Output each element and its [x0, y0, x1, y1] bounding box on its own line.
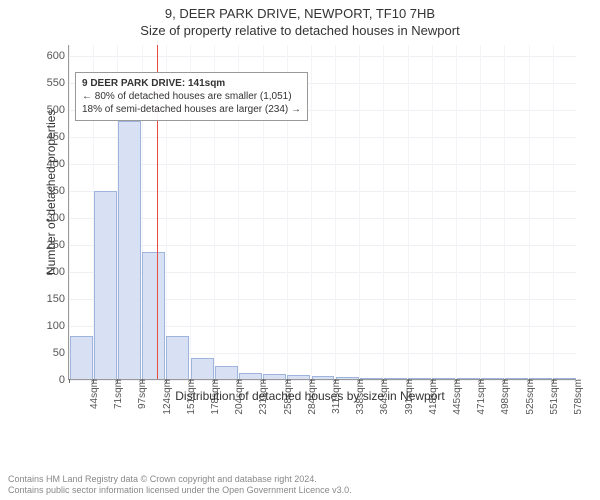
callout-box: 9 DEER PARK DRIVE: 141sqm← 80% of detach… — [75, 72, 308, 121]
y-tick-label: 350 — [47, 185, 69, 197]
gridline-v — [529, 45, 530, 379]
y-tick-label: 50 — [53, 347, 69, 359]
x-tick-mark — [359, 379, 360, 383]
histogram-bar — [166, 336, 189, 379]
x-tick-mark — [311, 379, 312, 383]
x-tick-mark — [69, 379, 70, 383]
callout-line-2: ← 80% of detached houses are smaller (1,… — [82, 90, 301, 103]
x-tick-mark — [432, 379, 433, 383]
histogram-bar — [312, 376, 335, 379]
gridline-h — [69, 245, 576, 246]
x-tick-mark — [190, 379, 191, 383]
histogram-bar — [408, 378, 431, 379]
y-tick-label: 250 — [47, 239, 69, 251]
x-tick-mark — [263, 379, 264, 383]
gridline-v — [408, 45, 409, 379]
x-tick-mark — [553, 379, 554, 383]
x-tick-mark — [238, 379, 239, 383]
gridline-v — [480, 45, 481, 379]
gridline-v — [359, 45, 360, 379]
callout-line-3: 18% of semi-detached houses are larger (… — [82, 103, 301, 116]
gridline-h — [69, 56, 576, 57]
y-tick-label: 300 — [47, 212, 69, 224]
y-tick-label: 400 — [47, 158, 69, 170]
x-tick-mark — [214, 379, 215, 383]
x-tick-mark — [142, 379, 143, 383]
gridline-v — [553, 45, 554, 379]
gridline-h — [69, 191, 576, 192]
y-tick-label: 100 — [47, 320, 69, 332]
gridline-h — [69, 164, 576, 165]
callout-line-1: 9 DEER PARK DRIVE: 141sqm — [82, 77, 301, 90]
footer-line-2: Contains public sector information licen… — [8, 485, 352, 496]
histogram-bar — [215, 366, 238, 379]
histogram-bar — [118, 121, 141, 379]
histogram-bar — [432, 378, 455, 379]
plot-area: 05010015020025030035040045050055060044sq… — [68, 45, 576, 380]
x-tick-mark — [504, 379, 505, 383]
histogram-bar — [287, 375, 310, 379]
histogram-bar — [70, 336, 93, 379]
histogram-bar — [142, 252, 165, 379]
gridline-h — [69, 137, 576, 138]
x-tick-mark — [408, 379, 409, 383]
footer-line-1: Contains HM Land Registry data © Crown c… — [8, 474, 352, 485]
x-tick-mark — [93, 379, 94, 383]
gridline-v — [311, 45, 312, 379]
histogram-bar — [94, 191, 117, 379]
x-tick-mark — [166, 379, 167, 383]
histogram-bar — [457, 378, 480, 379]
gridline-v — [383, 45, 384, 379]
y-tick-label: 0 — [59, 374, 69, 386]
chart-title-subtitle: Size of property relative to detached ho… — [0, 21, 600, 38]
histogram-bar — [529, 378, 552, 379]
gridline-v — [432, 45, 433, 379]
y-tick-label: 200 — [47, 266, 69, 278]
gridline-v — [335, 45, 336, 379]
x-tick-mark — [456, 379, 457, 383]
y-tick-label: 500 — [47, 104, 69, 116]
chart-title-address: 9, DEER PARK DRIVE, NEWPORT, TF10 7HB — [0, 0, 600, 21]
y-tick-label: 450 — [47, 131, 69, 143]
gridline-v — [69, 45, 70, 379]
histogram-bar — [191, 358, 214, 379]
attribution-footer: Contains HM Land Registry data © Crown c… — [8, 474, 352, 496]
y-tick-label: 550 — [47, 77, 69, 89]
x-tick-mark — [117, 379, 118, 383]
histogram-bar — [505, 378, 528, 379]
histogram-bar — [553, 378, 576, 379]
x-tick-mark — [287, 379, 288, 383]
histogram-bar — [384, 378, 407, 379]
histogram-bar — [360, 378, 383, 379]
histogram-bar — [481, 378, 504, 379]
histogram-bar — [263, 374, 286, 379]
gridline-h — [69, 218, 576, 219]
x-tick-mark — [480, 379, 481, 383]
histogram-bar — [239, 373, 262, 379]
x-tick-mark — [383, 379, 384, 383]
gridline-v — [504, 45, 505, 379]
chart-container: Number of detached properties 0501001502… — [40, 45, 580, 435]
gridline-v — [456, 45, 457, 379]
histogram-bar — [336, 377, 359, 379]
y-tick-label: 600 — [47, 50, 69, 62]
x-tick-mark — [335, 379, 336, 383]
x-tick-mark — [529, 379, 530, 383]
y-tick-label: 150 — [47, 293, 69, 305]
x-axis-label: Distribution of detached houses by size … — [40, 389, 580, 403]
